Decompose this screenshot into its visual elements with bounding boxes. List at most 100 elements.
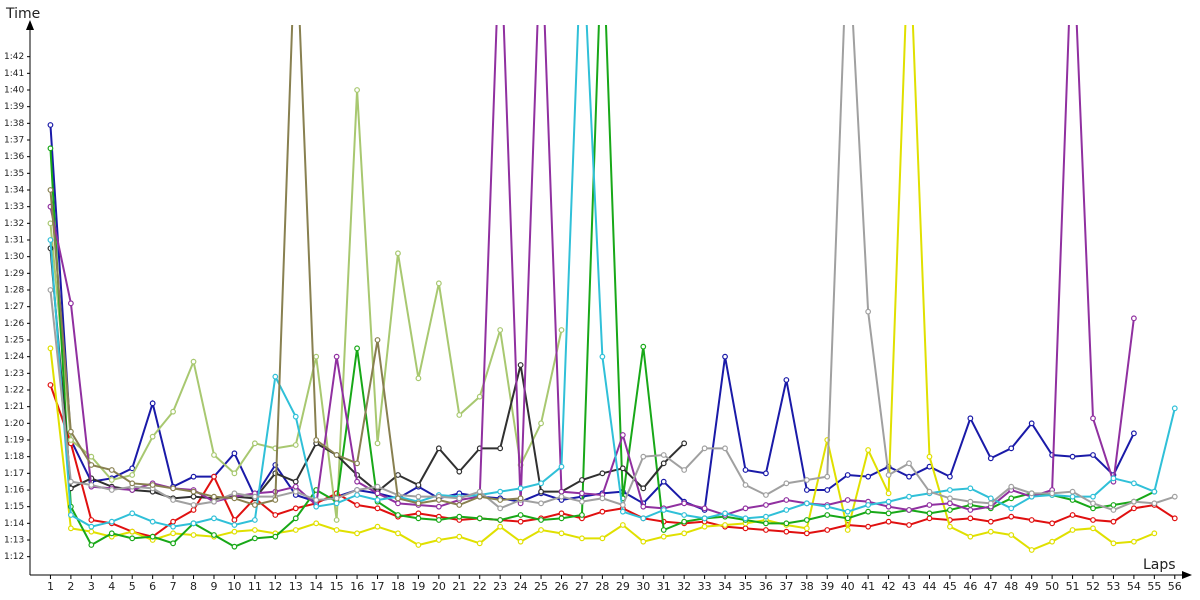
point	[558, 515, 565, 522]
point	[824, 503, 831, 510]
point	[1090, 493, 1096, 500]
point	[660, 507, 667, 513]
x-tick-label: 34	[718, 580, 732, 593]
point	[947, 507, 953, 513]
point	[190, 507, 197, 513]
point	[67, 525, 74, 532]
point	[211, 532, 217, 538]
point	[211, 498, 217, 505]
x-tick-label: 4	[108, 580, 115, 593]
x-tick-label: 18	[391, 580, 405, 593]
point	[415, 542, 422, 548]
point	[1069, 453, 1076, 460]
point	[251, 502, 258, 508]
point	[783, 377, 790, 383]
x-tick-label: 10	[227, 580, 241, 593]
point	[660, 452, 667, 458]
point	[1171, 405, 1178, 412]
point	[865, 308, 872, 315]
point	[967, 515, 974, 522]
point	[1090, 415, 1096, 422]
point	[599, 470, 606, 477]
point	[170, 530, 176, 537]
plot-area	[47, 25, 1178, 553]
point	[1069, 493, 1076, 500]
x-tick-label: 33	[698, 580, 712, 593]
x-tick-label: 27	[575, 580, 589, 593]
point	[333, 500, 340, 507]
point	[47, 220, 54, 227]
point	[108, 477, 115, 483]
point	[292, 527, 299, 533]
point	[456, 533, 463, 540]
point	[497, 505, 504, 512]
point	[619, 465, 626, 472]
point	[1049, 538, 1056, 545]
point	[558, 493, 565, 500]
point	[47, 187, 54, 193]
point	[456, 495, 463, 502]
point	[1130, 430, 1137, 437]
x-tick-label: 55	[1147, 580, 1161, 593]
point	[1090, 525, 1096, 532]
point	[395, 512, 401, 518]
y-tick-label: 1:18	[4, 452, 24, 462]
point	[681, 512, 688, 518]
point	[435, 497, 442, 503]
point	[456, 513, 463, 520]
point	[272, 533, 279, 540]
series-line	[49, 25, 1176, 528]
point	[1130, 480, 1137, 487]
point	[803, 500, 810, 507]
point	[987, 500, 994, 507]
point	[251, 517, 258, 523]
point	[374, 490, 381, 497]
series-line	[49, 89, 563, 521]
point	[435, 503, 442, 510]
point	[538, 420, 544, 427]
point	[1028, 517, 1035, 523]
x-tick-label: 16	[350, 580, 364, 593]
point	[1049, 490, 1056, 497]
point	[108, 530, 115, 537]
x-tick-label: 49	[1025, 580, 1039, 593]
x-tick-label: 19	[411, 580, 425, 593]
point	[149, 433, 156, 440]
point	[885, 472, 892, 478]
point	[803, 530, 810, 537]
x-tick-label: 5	[129, 580, 136, 593]
point	[415, 493, 422, 500]
x-tick-label: 45	[943, 580, 957, 593]
point	[313, 520, 320, 527]
y-tick-label: 1:32	[4, 219, 24, 229]
y-tick-label: 1:34	[4, 186, 24, 196]
point	[783, 528, 790, 535]
point	[906, 493, 912, 500]
point	[1090, 452, 1096, 458]
point	[129, 480, 136, 487]
x-tick-label: 47	[984, 580, 998, 593]
point	[292, 505, 299, 512]
point	[211, 473, 217, 480]
point	[763, 492, 769, 498]
point	[108, 467, 115, 473]
point	[538, 517, 544, 523]
point	[906, 473, 912, 480]
point	[1028, 547, 1035, 553]
point	[681, 440, 688, 447]
point	[987, 528, 994, 535]
x-tick-label: 56	[1168, 580, 1182, 593]
x-axis-arrow	[1182, 571, 1192, 579]
point	[926, 510, 933, 517]
point	[231, 543, 238, 550]
point	[967, 507, 974, 513]
point	[67, 437, 74, 443]
point	[579, 498, 585, 505]
point	[619, 432, 626, 438]
y-tick-label: 1:14	[4, 519, 24, 529]
point	[906, 460, 912, 467]
point	[251, 493, 258, 500]
x-tick-label: 31	[657, 580, 671, 593]
point	[1069, 512, 1076, 518]
x-tick-label: 1	[47, 580, 54, 593]
